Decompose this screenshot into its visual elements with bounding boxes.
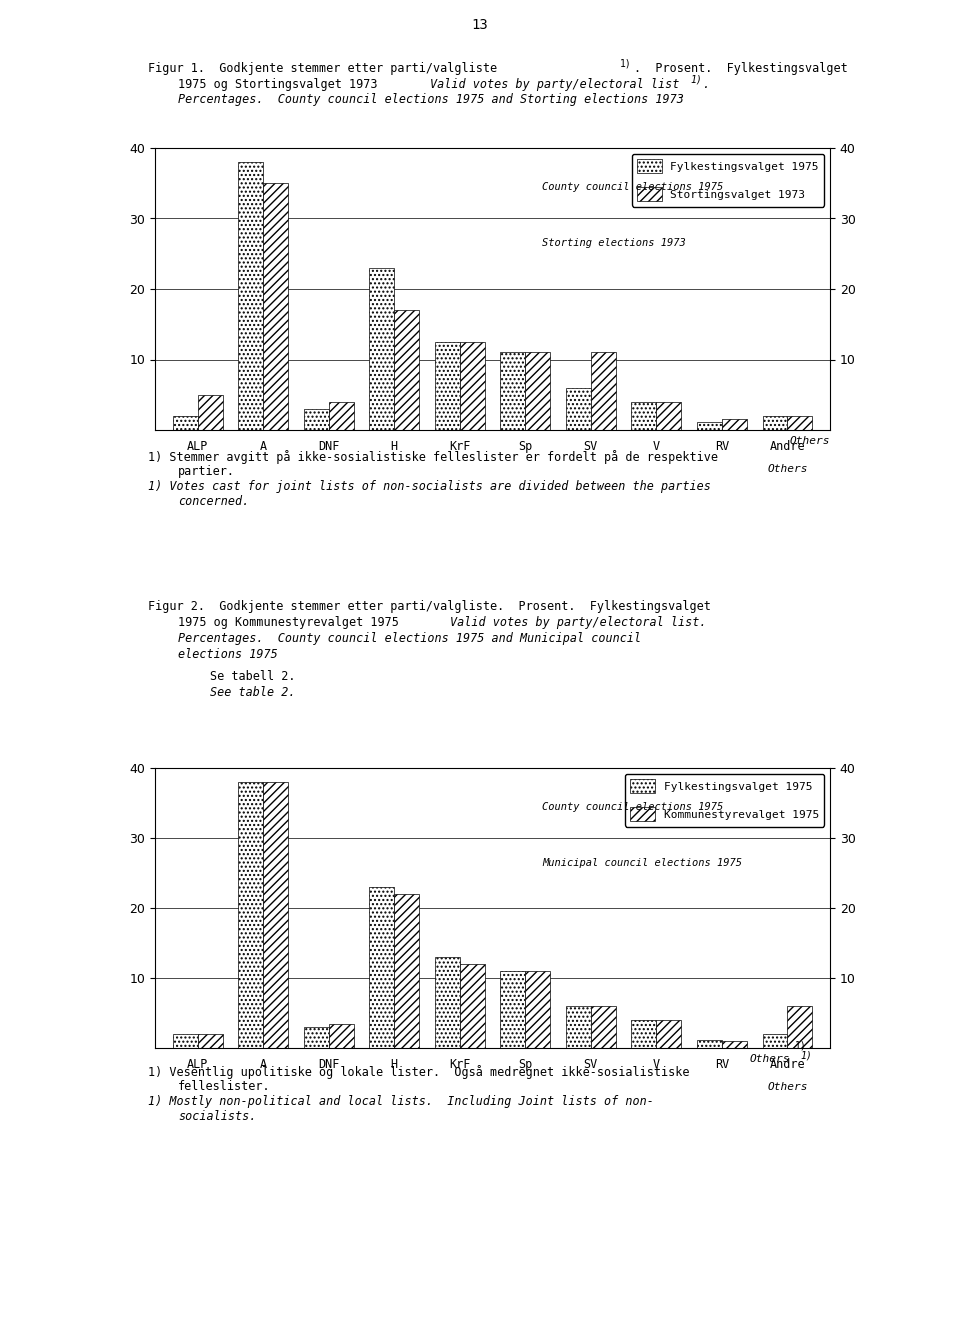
Text: Percentages.  County council elections 1975 and Municipal council: Percentages. County council elections 19… — [178, 633, 641, 645]
Bar — [722, 1041, 747, 1048]
Bar — [460, 964, 485, 1048]
Bar — [173, 1034, 198, 1048]
Text: .: . — [703, 78, 710, 91]
Bar — [525, 971, 550, 1048]
Text: Others: Others — [767, 1081, 807, 1092]
Text: County council elections 1975: County council elections 1975 — [542, 181, 723, 192]
Bar — [632, 1019, 657, 1048]
Bar — [395, 894, 420, 1048]
Text: Municipal council elections 1975: Municipal council elections 1975 — [542, 858, 742, 868]
Bar — [697, 422, 722, 430]
Text: Storting elections 1973: Storting elections 1973 — [542, 238, 685, 248]
Bar — [198, 1034, 223, 1048]
Text: See table 2.: See table 2. — [210, 686, 296, 698]
Text: 1): 1) — [690, 74, 702, 85]
Bar — [370, 886, 395, 1048]
Bar — [525, 352, 550, 430]
Text: Others: Others — [750, 1054, 790, 1064]
Bar — [500, 971, 525, 1048]
Bar — [565, 388, 590, 430]
Text: 1975 og Kommunestyrevalget 1975: 1975 og Kommunestyrevalget 1975 — [178, 616, 420, 629]
Text: Others: Others — [790, 436, 830, 446]
Bar — [787, 1006, 812, 1048]
Text: partier.: partier. — [178, 465, 235, 478]
Text: Others: Others — [767, 463, 807, 474]
Bar — [238, 782, 263, 1048]
Text: Figur 2.  Godkjente stemmer etter parti/valgliste.  Prosent.  Fylkestingsvalget: Figur 2. Godkjente stemmer etter parti/v… — [148, 600, 710, 612]
Bar — [328, 1023, 353, 1048]
Text: felleslister.: felleslister. — [178, 1080, 271, 1093]
Bar — [762, 416, 787, 430]
Bar — [435, 958, 460, 1048]
Bar — [370, 267, 395, 430]
Bar — [328, 402, 353, 430]
Text: Se tabell 2.: Se tabell 2. — [210, 670, 296, 684]
Bar — [303, 1027, 328, 1048]
Text: Valid votes by party/electoral list.: Valid votes by party/electoral list. — [450, 616, 707, 629]
Bar — [395, 310, 420, 430]
Bar — [657, 402, 682, 430]
Bar — [500, 352, 525, 430]
Text: elections 1975: elections 1975 — [178, 649, 277, 661]
Text: 1): 1) — [620, 58, 632, 68]
Legend: Fylkestingsvalget 1975, Kommunestyrevalget 1975: Fylkestingsvalget 1975, Kommunestyrevalg… — [625, 774, 825, 826]
Text: 1): 1) — [795, 1039, 806, 1050]
Text: .  Prosent.  Fylkestingsvalget: . Prosent. Fylkestingsvalget — [634, 62, 848, 75]
Text: socialists.: socialists. — [178, 1111, 256, 1123]
Bar — [263, 782, 288, 1048]
Bar — [460, 342, 485, 430]
Bar — [565, 1006, 590, 1048]
Bar — [787, 416, 812, 430]
Bar — [198, 395, 223, 430]
Text: 1): 1) — [800, 1050, 812, 1060]
Bar — [722, 419, 747, 430]
Text: 1) Stemmer avgitt på ikke-sosialistiske felleslister er fordelt på de respektive: 1) Stemmer avgitt på ikke-sosialistiske … — [148, 450, 718, 463]
Bar — [762, 1034, 787, 1048]
Text: 1) Vesentlig upolitiske og lokale lister.  Også medregnet ikke-sosialistiske: 1) Vesentlig upolitiske og lokale lister… — [148, 1065, 689, 1078]
Bar — [435, 342, 460, 430]
Bar — [697, 1039, 722, 1048]
Text: 1) Votes cast for joint lists of non-socialists are divided between the parties: 1) Votes cast for joint lists of non-soc… — [148, 479, 710, 493]
Bar — [590, 352, 615, 430]
Bar — [590, 1006, 615, 1048]
Text: Percentages.  County council elections 1975 and Storting elections 1973: Percentages. County council elections 19… — [178, 93, 684, 106]
Bar — [173, 416, 198, 430]
Text: 1975 og Stortingsvalget 1973: 1975 og Stortingsvalget 1973 — [178, 78, 398, 91]
Text: Figur 1.  Godkjente stemmer etter parti/valgliste: Figur 1. Godkjente stemmer etter parti/v… — [148, 62, 497, 75]
Legend: Fylkestingsvalget 1975, Stortingsvalget 1973: Fylkestingsvalget 1975, Stortingsvalget … — [632, 153, 825, 207]
Text: 13: 13 — [471, 17, 489, 32]
Text: concerned.: concerned. — [178, 496, 250, 508]
Bar — [657, 1019, 682, 1048]
Bar — [263, 183, 288, 430]
Bar — [238, 163, 263, 430]
Text: County council elections 1975: County council elections 1975 — [542, 802, 723, 811]
Bar — [632, 402, 657, 430]
Text: Valid votes by party/electoral list: Valid votes by party/electoral list — [430, 78, 680, 91]
Text: 1) Mostly non-political and local lists.  Including Joint lists of non-: 1) Mostly non-political and local lists.… — [148, 1095, 654, 1108]
Bar — [303, 408, 328, 430]
